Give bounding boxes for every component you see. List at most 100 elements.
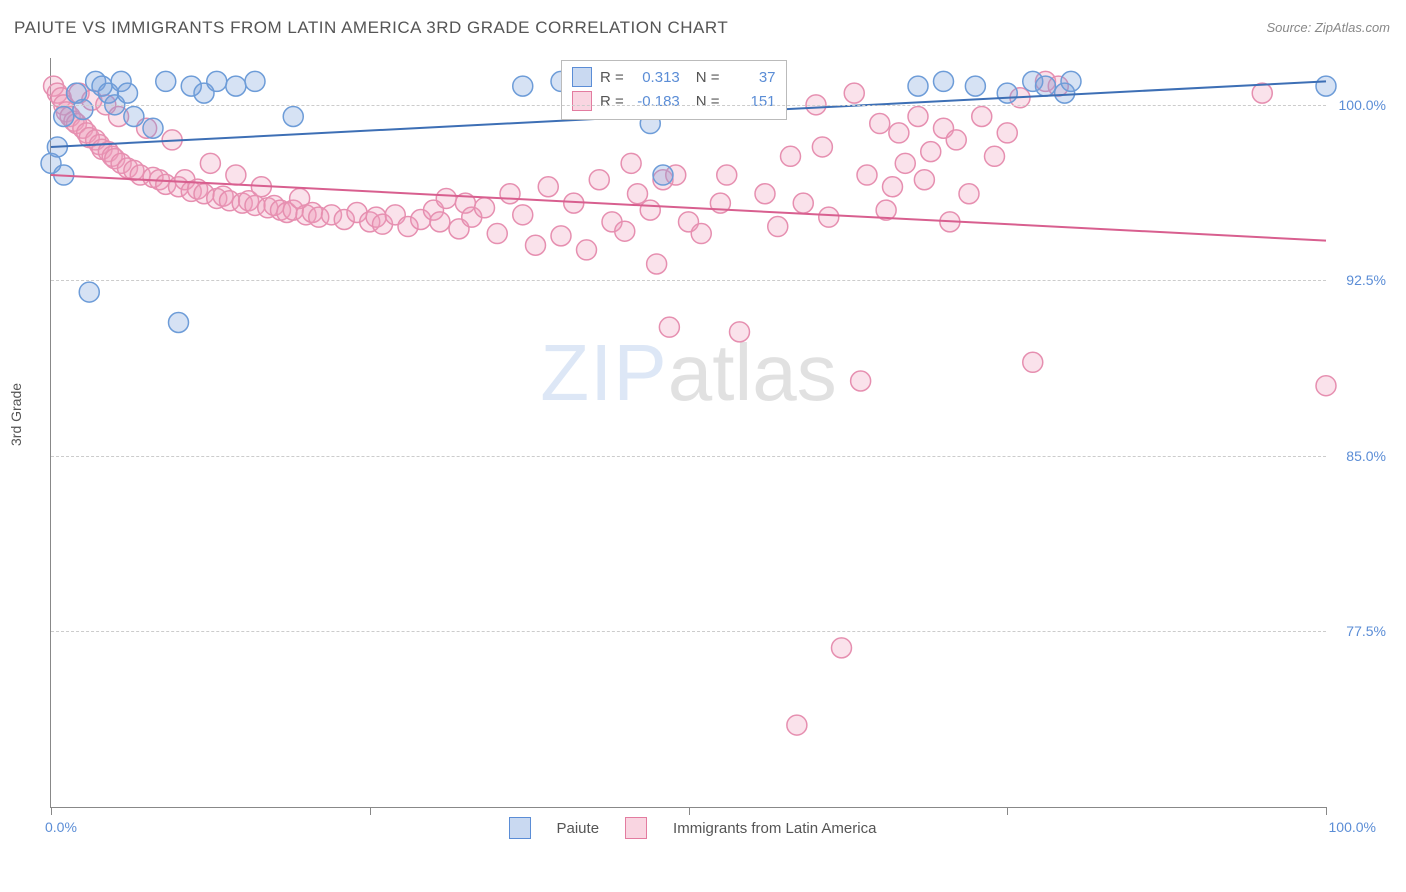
data-point — [640, 200, 660, 220]
data-point — [513, 205, 533, 225]
data-point — [169, 312, 189, 332]
data-point — [538, 177, 558, 197]
data-point — [653, 165, 673, 185]
data-point — [156, 71, 176, 91]
data-point — [959, 184, 979, 204]
legend-swatch-pink-icon — [625, 817, 647, 839]
chart-title: PAIUTE VS IMMIGRANTS FROM LATIN AMERICA … — [14, 18, 728, 38]
data-point — [1036, 76, 1056, 96]
data-point — [844, 83, 864, 103]
data-point — [787, 715, 807, 735]
data-point — [755, 184, 775, 204]
data-point — [908, 107, 928, 127]
data-point — [997, 123, 1017, 143]
data-point — [500, 184, 520, 204]
data-point — [921, 142, 941, 162]
r-value-2: -0.183 — [632, 93, 680, 110]
data-point — [1316, 376, 1336, 396]
legend-label-2: Immigrants from Latin America — [673, 820, 876, 837]
data-point — [870, 114, 890, 134]
grid-h — [51, 456, 1326, 457]
data-point — [430, 212, 450, 232]
data-point — [589, 170, 609, 190]
r-value-1: 0.313 — [632, 69, 680, 86]
y-tick-label: 85.0% — [1346, 448, 1386, 464]
n-label: N = — [696, 93, 720, 110]
data-point — [768, 217, 788, 237]
data-point — [283, 107, 303, 127]
data-point — [691, 224, 711, 244]
data-point — [914, 170, 934, 190]
data-point — [79, 282, 99, 302]
stats-row-2: R = -0.183 N = 151 — [572, 89, 776, 113]
y-tick-label: 92.5% — [1346, 272, 1386, 288]
stats-legend-box: R = 0.313 N = 37 R = -0.183 N = 151 — [561, 60, 787, 120]
plot-area: ZIPatlas R = 0.313 N = 37 R = -0.183 N =… — [50, 58, 1326, 808]
data-point — [226, 165, 246, 185]
data-point — [889, 123, 909, 143]
x-min-label: 0.0% — [45, 819, 77, 835]
data-point — [118, 83, 138, 103]
data-point — [1061, 71, 1081, 91]
data-point — [647, 254, 667, 274]
data-point — [985, 146, 1005, 166]
data-point — [1316, 76, 1336, 96]
data-point — [934, 71, 954, 91]
data-point — [908, 76, 928, 96]
x-tick — [689, 807, 690, 815]
data-point — [245, 71, 265, 91]
data-point — [526, 235, 546, 255]
grid-h — [51, 105, 1326, 106]
n-value-2: 151 — [728, 93, 776, 110]
grid-h — [51, 631, 1326, 632]
grid-h — [51, 280, 1326, 281]
data-point — [659, 317, 679, 337]
x-tick — [1007, 807, 1008, 815]
data-point — [226, 76, 246, 96]
data-point — [551, 226, 571, 246]
data-point — [513, 76, 533, 96]
data-point — [832, 638, 852, 658]
data-point — [895, 153, 915, 173]
data-point — [730, 322, 750, 342]
data-point — [615, 221, 635, 241]
data-point — [628, 184, 648, 204]
data-point — [1252, 83, 1272, 103]
legend-swatch-blue-icon — [509, 817, 531, 839]
data-point — [793, 193, 813, 213]
data-point — [857, 165, 877, 185]
x-tick — [370, 807, 371, 815]
data-point — [851, 371, 871, 391]
data-point — [883, 177, 903, 197]
y-tick-label: 100.0% — [1339, 97, 1386, 113]
n-value-1: 37 — [728, 69, 776, 86]
data-point — [577, 240, 597, 260]
y-axis-label: 3rd Grade — [8, 383, 24, 446]
r-label: R = — [600, 69, 624, 86]
data-point — [436, 188, 456, 208]
swatch-blue-icon — [572, 67, 592, 87]
x-max-label: 100.0% — [1329, 819, 1376, 835]
data-point — [207, 71, 227, 91]
y-tick-label: 77.5% — [1346, 623, 1386, 639]
data-point — [946, 130, 966, 150]
data-point — [54, 107, 74, 127]
data-point — [819, 207, 839, 227]
data-point — [475, 198, 495, 218]
swatch-pink-icon — [572, 91, 592, 111]
data-point — [200, 153, 220, 173]
x-tick — [51, 807, 52, 815]
data-point — [965, 76, 985, 96]
data-point — [717, 165, 737, 185]
legend-label-1: Paiute — [557, 820, 600, 837]
source-label: Source: ZipAtlas.com — [1266, 20, 1390, 35]
data-point — [621, 153, 641, 173]
data-point — [487, 224, 507, 244]
legend-bottom: Paiute Immigrants from Latin America — [509, 817, 877, 839]
data-point — [124, 107, 144, 127]
scatter-svg — [51, 58, 1326, 807]
stats-row-1: R = 0.313 N = 37 — [572, 65, 776, 89]
data-point — [73, 99, 93, 119]
data-point — [972, 107, 992, 127]
data-point — [1023, 352, 1043, 372]
